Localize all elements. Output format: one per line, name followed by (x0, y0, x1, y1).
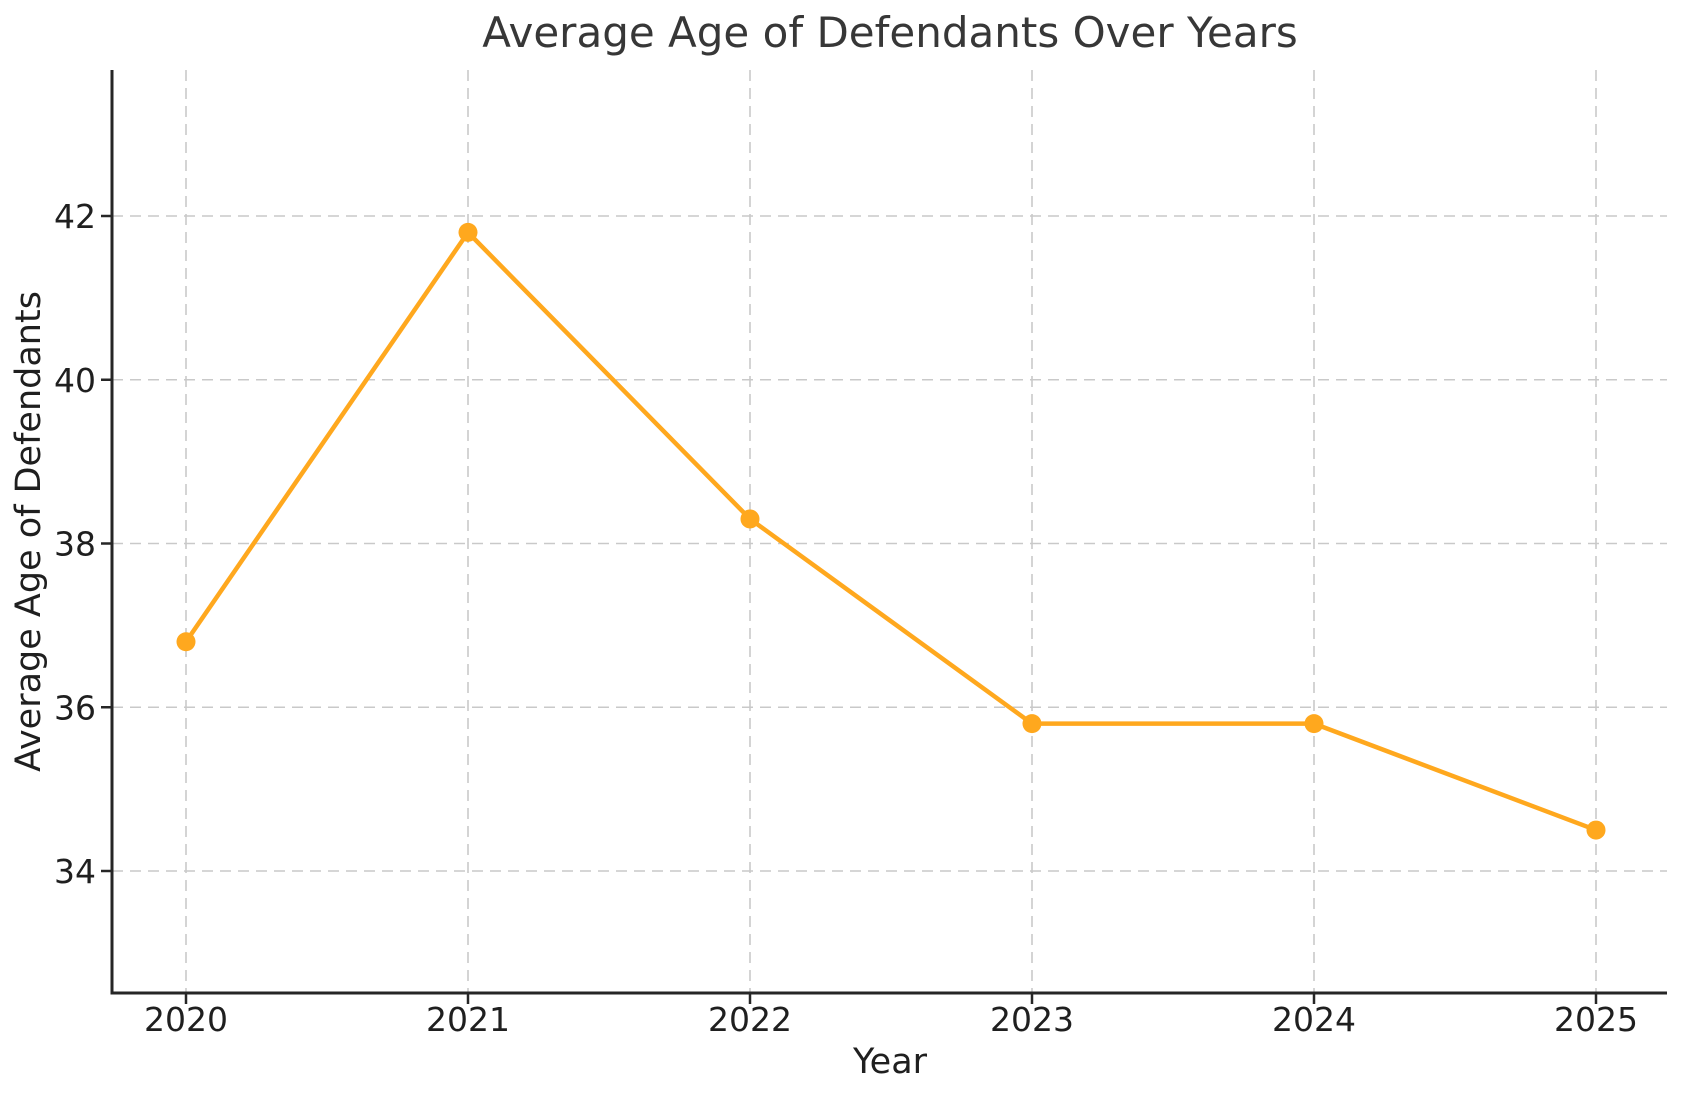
data-point-2024 (1304, 714, 1324, 734)
grid-layer (112, 70, 1667, 993)
spine-layer (110, 70, 1667, 995)
series-layer (176, 222, 1606, 840)
x-tick-label: 2025 (1554, 1000, 1638, 1039)
x-tick-label: 2021 (426, 1000, 510, 1039)
y-tick-label: 34 (54, 852, 96, 891)
ticklabel-layer: 2020 2021 2022 2023 2024 2025 34 36 38 40 42 (54, 197, 1638, 1039)
x-axis-label: Year (852, 1042, 928, 1082)
y-axis-label: Average Age of Defendants (9, 291, 49, 772)
chart-title: Average Age of Defendants Over Years (482, 8, 1298, 57)
tickmark-layer (101, 214, 1598, 1004)
y-tick-label: 36 (54, 688, 96, 727)
y-tick-label: 38 (54, 525, 96, 564)
y-tick-label: 42 (54, 197, 96, 236)
x-tick-label: 2022 (708, 1000, 792, 1039)
series-line (183, 230, 1599, 833)
data-point-2023 (1022, 714, 1042, 734)
data-point-2020 (176, 632, 196, 652)
data-point-2021 (458, 222, 478, 242)
data-point-2022 (740, 509, 760, 529)
x-tick-label: 2024 (1272, 1000, 1356, 1039)
x-tick-label: 2020 (144, 1000, 228, 1039)
x-tick-label: 2023 (990, 1000, 1074, 1039)
data-point-2025 (1586, 820, 1606, 840)
y-tick-label: 40 (54, 361, 96, 400)
